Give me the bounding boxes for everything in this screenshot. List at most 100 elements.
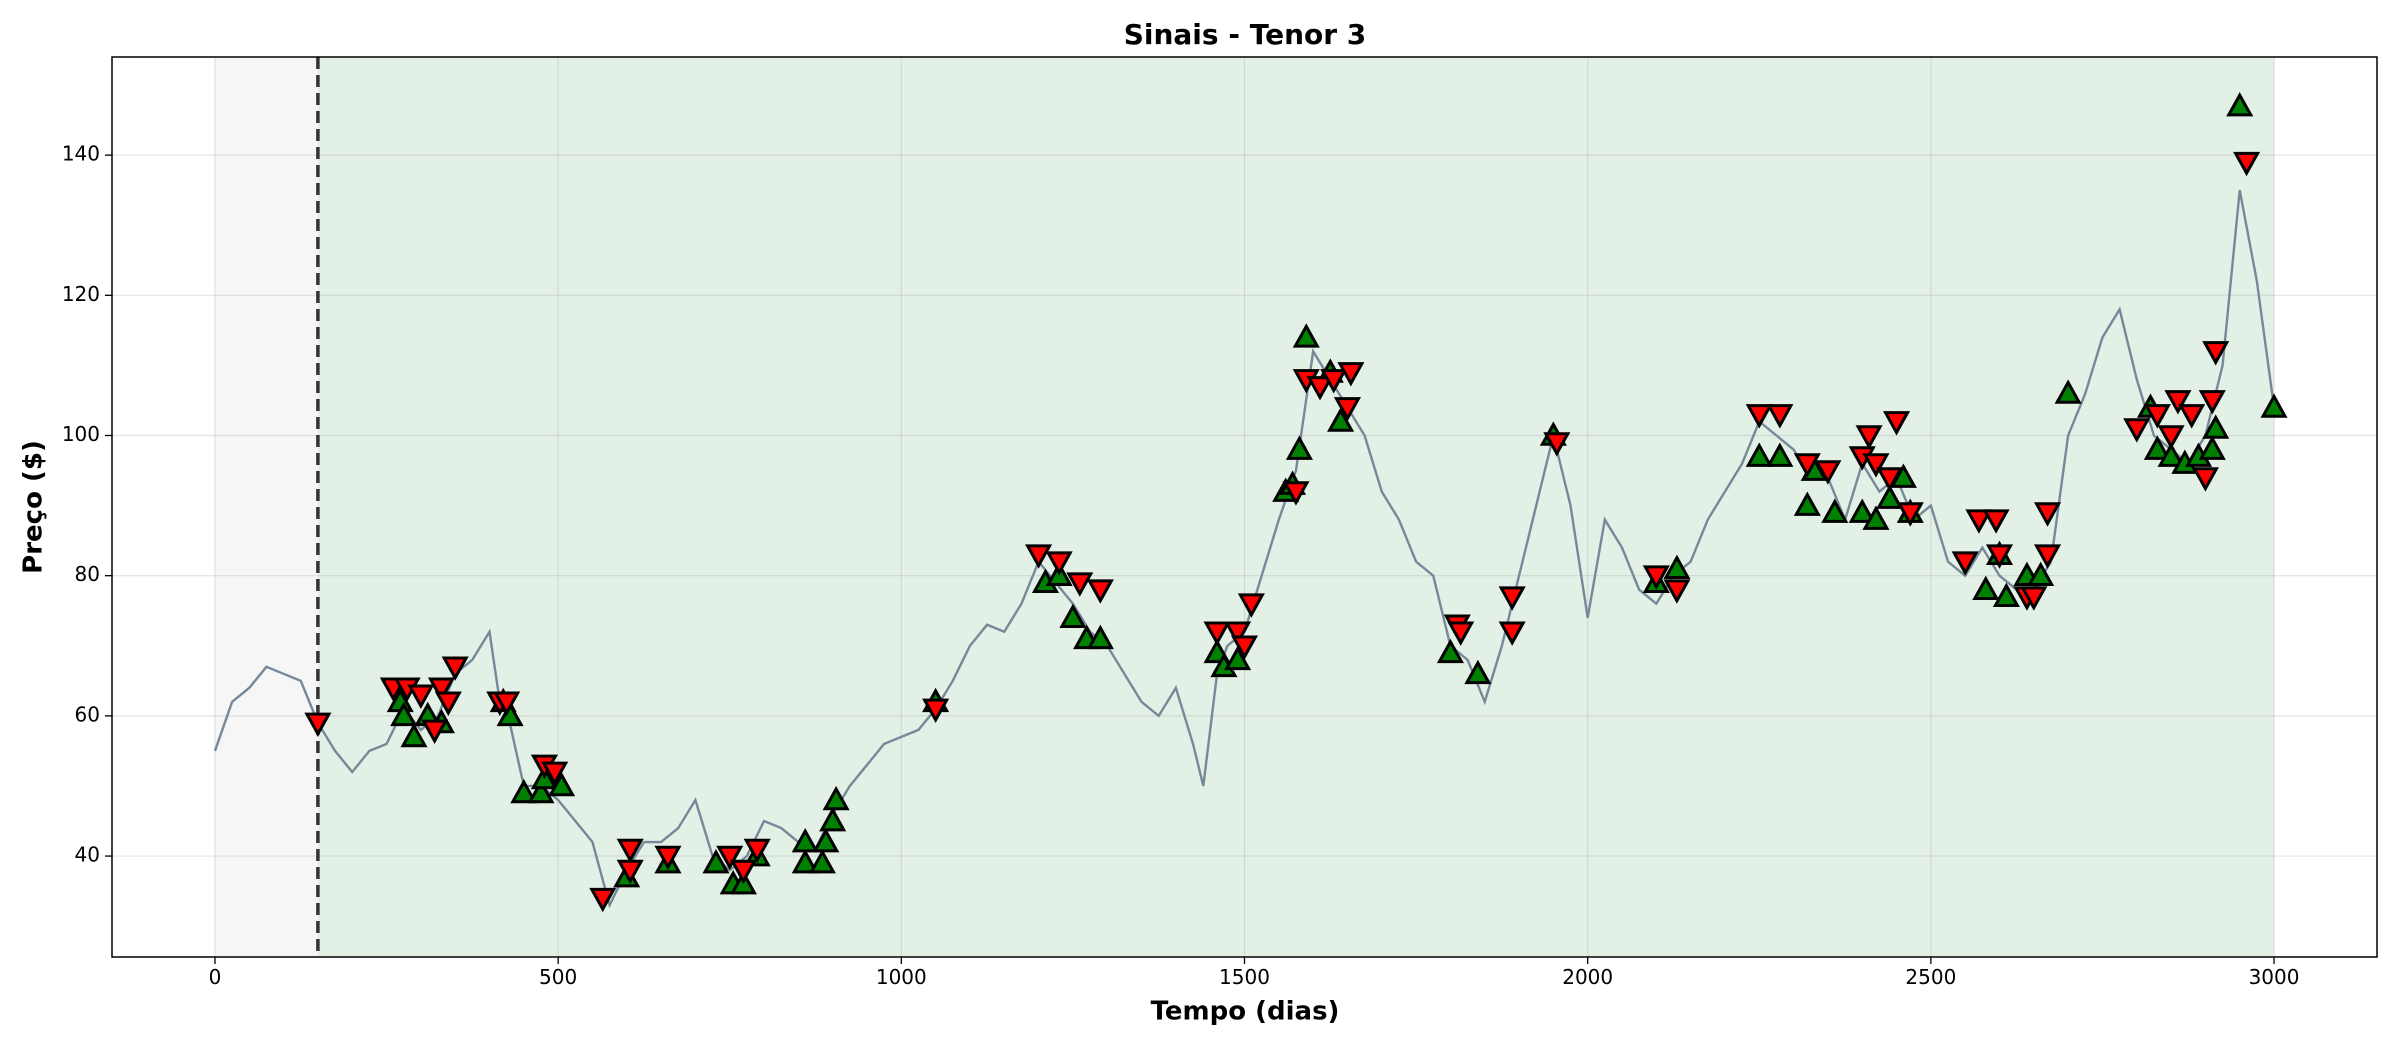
y-tick-label: 60 [75, 702, 100, 726]
sell-signal [1025, 544, 1053, 569]
buy-signal [1224, 645, 1252, 671]
sell-signal [2020, 586, 2048, 611]
sell-signal [1951, 551, 1979, 576]
buy-signal [1327, 407, 1355, 432]
sell-signal [616, 859, 644, 885]
buy-signal [527, 778, 555, 804]
buy-signal [1059, 603, 1087, 629]
x-tick-label: 500 [539, 965, 577, 989]
sell-signal [1224, 621, 1252, 646]
sell-signal [421, 719, 449, 744]
buy-signal [2054, 379, 2082, 404]
buy-signal [2143, 435, 2171, 460]
x-tick-label: 0 [209, 965, 222, 989]
buy-signal [2260, 393, 2288, 418]
sell-signal [716, 845, 744, 871]
sell-signal [2202, 341, 2230, 366]
buy-signal [496, 701, 524, 727]
sell-signal [1337, 362, 1365, 387]
sell-signal [1985, 544, 2014, 569]
buy-signal [1972, 575, 2000, 601]
y-tick-label: 120 [62, 282, 100, 306]
y-tick-label: 80 [75, 562, 100, 586]
y-axis-label: Preço ($) [19, 440, 49, 574]
sell-signal [1642, 565, 1670, 590]
buy-signal [808, 848, 836, 874]
sell-signal [1793, 453, 1821, 478]
buy-signal [702, 848, 730, 874]
sell-signal [729, 859, 758, 885]
buy-signal [1086, 624, 1114, 650]
chart-title: Sinais - Tenor 3 [1124, 18, 1367, 51]
buy-signal [1876, 484, 1904, 509]
x-tick-label: 2500 [1905, 965, 1956, 989]
sell-signal [304, 712, 332, 737]
buy-signal [1766, 442, 1794, 467]
sell-signal [1045, 551, 1073, 576]
x-tick-label: 3000 [2249, 965, 2300, 989]
plot-frame [111, 56, 2378, 958]
sell-signal [2198, 390, 2226, 415]
sell-signal [922, 698, 950, 723]
buy-signal [1848, 498, 1876, 523]
buy-signal [1793, 491, 1821, 516]
buy-signal [819, 806, 847, 832]
buy-signal [1436, 638, 1464, 664]
sell-signal [1862, 453, 1890, 478]
sell-signal [1230, 635, 1259, 660]
sell-signal [1086, 579, 1114, 604]
buy-signal [400, 722, 428, 748]
buy-signal [1464, 659, 1492, 685]
buy-signal [791, 848, 819, 874]
sell-signal [1237, 593, 1265, 618]
sell-signal [2157, 425, 2185, 450]
sell-signal [2143, 404, 2171, 429]
y-tick-label: 100 [62, 422, 100, 446]
sell-signal [1766, 404, 1794, 429]
buy-signal [1821, 498, 1849, 523]
buy-signal [1992, 582, 2020, 608]
buy-signal [390, 701, 418, 727]
buy-signal [2157, 442, 2185, 467]
sell-signal [1498, 621, 1526, 646]
sell-signal [2191, 467, 2219, 492]
sell-signal [616, 838, 644, 864]
buy-signal [812, 827, 840, 853]
sell-signal [1814, 460, 1842, 485]
sell-signal [1498, 586, 1526, 611]
sell-signal [743, 838, 771, 864]
sell-signal [2033, 502, 2062, 527]
x-tick-label: 1500 [1219, 965, 1270, 989]
sell-signal [441, 656, 469, 681]
x-axis-label: Tempo (dias) [1151, 997, 1340, 1027]
buy-signal [1285, 435, 1313, 460]
buy-signal [1292, 323, 1320, 348]
sell-signal [1306, 376, 1334, 401]
sell-signal [493, 691, 521, 716]
sell-signal [2123, 418, 2151, 443]
sell-signal [1663, 579, 1691, 604]
sell-signal [1965, 509, 1993, 534]
sell-signal [2233, 151, 2261, 177]
y-tick-label: 140 [62, 142, 100, 166]
sell-signal [1882, 411, 1911, 436]
sell-signal [2164, 390, 2192, 415]
sell-signal [1447, 621, 1475, 646]
x-tick-label: 2000 [1562, 965, 1613, 989]
sell-signal [1333, 397, 1362, 422]
sell-signal [427, 677, 456, 702]
y-tick-label: 40 [75, 843, 100, 867]
sell-signal [1543, 432, 1571, 457]
buy-signal [548, 771, 576, 797]
sell-signal [1876, 467, 1904, 492]
sell-signal [1982, 509, 2010, 534]
sell-signal [407, 684, 435, 709]
sell-signal [1320, 369, 1348, 394]
shaded-region [214, 57, 318, 957]
buy-signal [1745, 442, 1773, 467]
sell-signal [1066, 572, 1094, 597]
buy-signal [822, 785, 850, 811]
buy-signal [2202, 414, 2230, 439]
buy-signal [1663, 554, 1691, 579]
